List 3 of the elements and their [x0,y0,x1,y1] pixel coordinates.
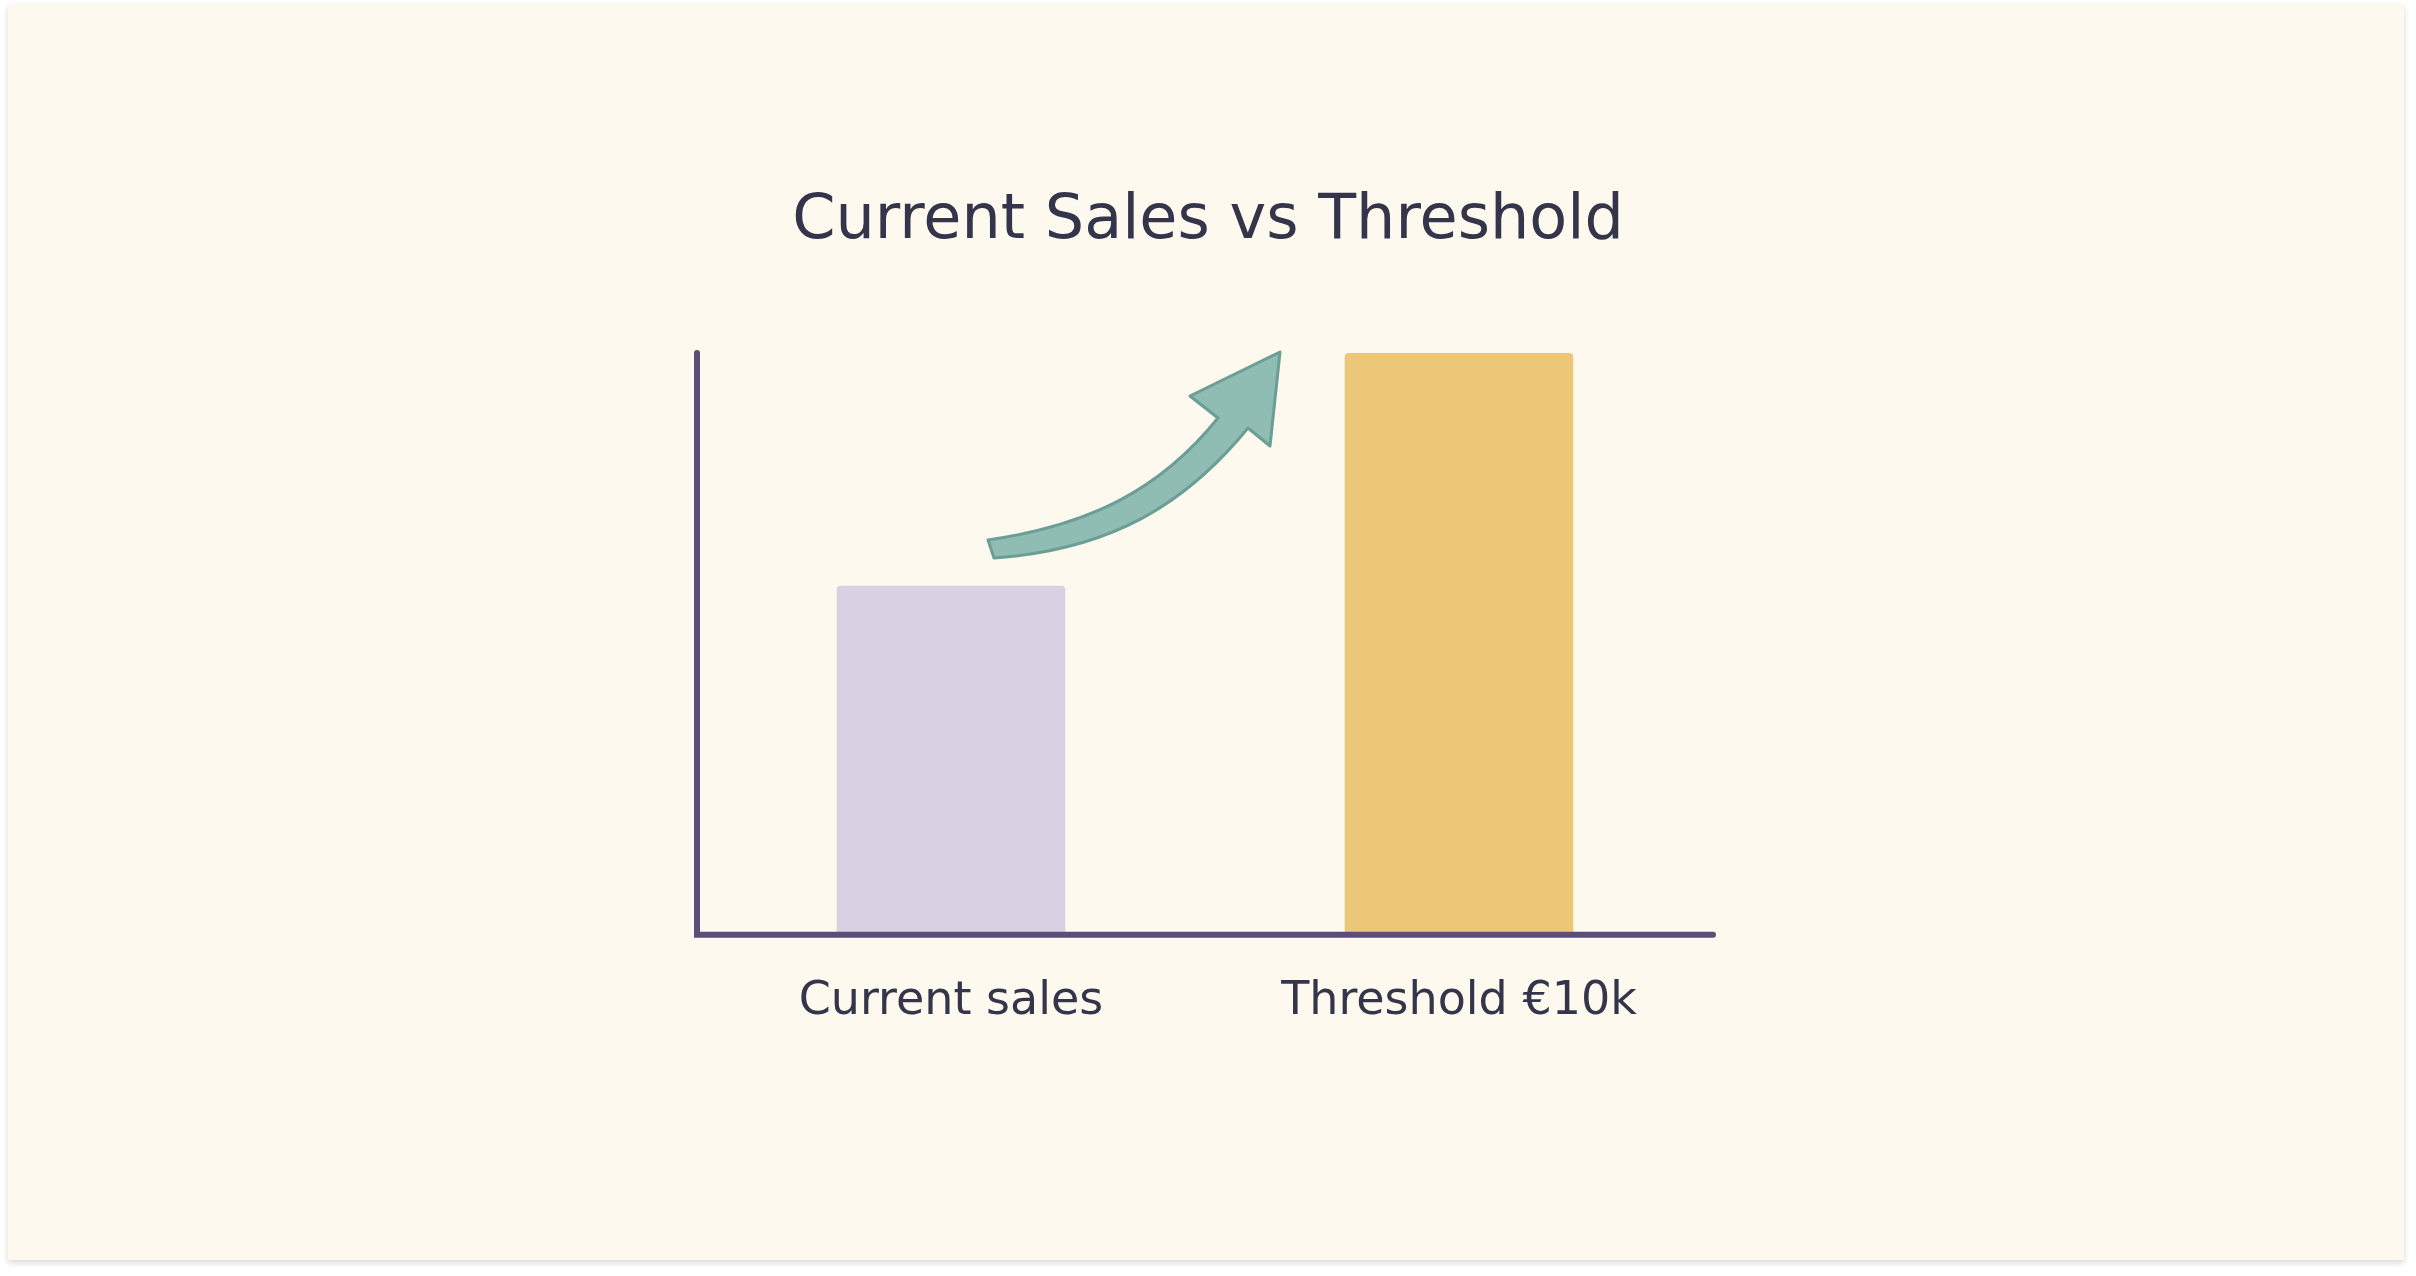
x-tick-label: Current sales [798,971,1104,1026]
chart-title: Current Sales vs Threshold [791,180,1625,253]
x-tick-label: Threshold €10k [1280,971,1638,1026]
